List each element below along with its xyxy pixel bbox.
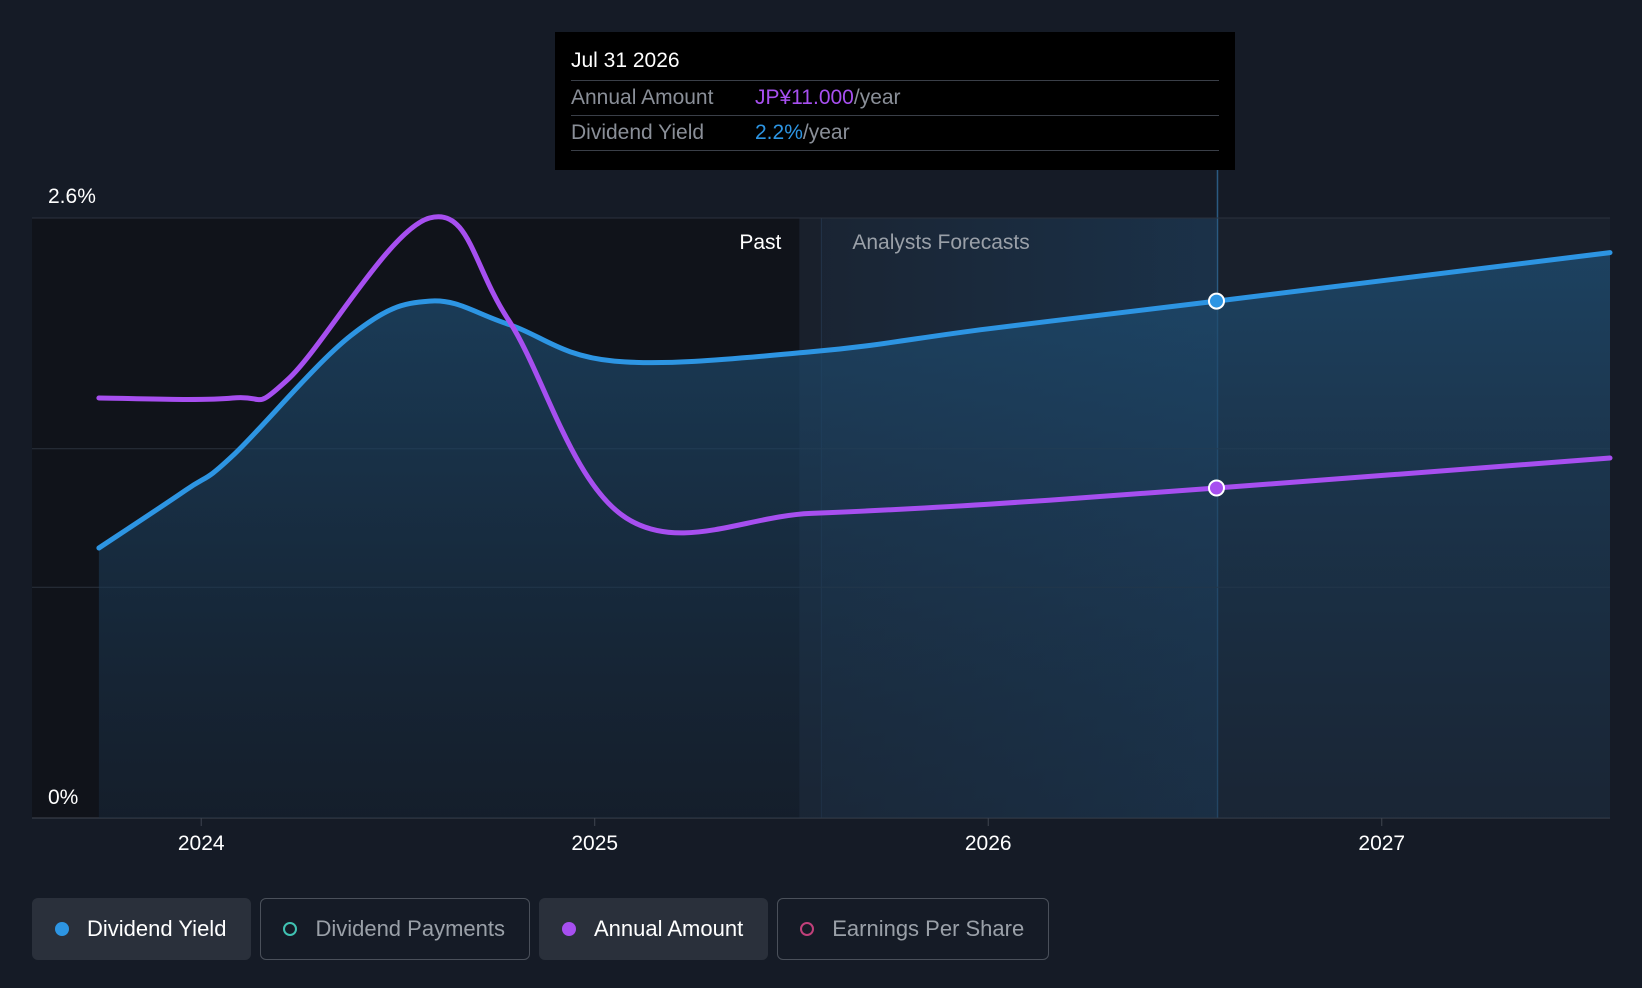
legend-earnings-per-share[interactable]: Earnings Per Share	[777, 898, 1050, 960]
legend-dividend-yield[interactable]: Dividend Yield	[32, 898, 252, 960]
legend-ring-icon	[800, 922, 815, 936]
dividend-yield-line	[96, 250, 1613, 551]
annual-amount-marker	[1207, 479, 1225, 497]
past-label: Past	[739, 231, 781, 254]
dividend-yield-marker	[1207, 292, 1225, 310]
x-tick-label-2027: 2027	[1358, 832, 1405, 855]
x-tick-label-2025: 2025	[571, 832, 618, 855]
legend-label: Dividend Payments	[315, 916, 505, 941]
x-tick-label-2026: 2026	[965, 832, 1012, 855]
legend-label: Annual Amount	[593, 916, 744, 941]
y-tick-label-0: 0%	[48, 786, 78, 809]
legend-label: Earnings Per Share	[832, 916, 1025, 941]
tooltip-annual-label: Annual Amount	[571, 86, 714, 109]
tooltip-annual-unit: /year	[853, 86, 901, 109]
forecast-label: Analysts Forecasts	[852, 231, 1029, 254]
annual-amount-line	[96, 214, 1613, 536]
legend-dot-icon	[561, 922, 576, 936]
tooltip-yield-row: Dividend Yield 2.2%/year	[571, 115, 1219, 151]
legend-annual-amount[interactable]: Annual Amount	[538, 898, 769, 960]
legend-label: Dividend Yield	[87, 916, 227, 941]
legend-dividend-payments[interactable]: Dividend Payments	[260, 898, 530, 960]
tooltip-annual-row: Annual Amount JP¥11.000/year	[571, 80, 1219, 115]
x-tick-label-2024: 2024	[178, 832, 225, 855]
tooltip-yield-label: Dividend Yield	[571, 121, 705, 144]
legend-dot-icon	[55, 922, 69, 936]
y-tick-label-max: 2.6%	[48, 185, 96, 208]
dividend-yield-area	[98, 252, 1611, 819]
legend-ring-icon	[283, 922, 298, 936]
tooltip-date: Jul 31 2026	[571, 49, 680, 72]
tooltip-annual-value: JP¥11.000	[755, 86, 854, 109]
legend: Dividend Yield Dividend Payments Annual …	[32, 898, 1058, 960]
tooltip: Jul 31 2026 Annual Amount JP¥11.000/year…	[555, 32, 1235, 170]
tooltip-yield-value: 2.2%	[755, 121, 803, 144]
tooltip-yield-unit: /year	[802, 121, 850, 144]
